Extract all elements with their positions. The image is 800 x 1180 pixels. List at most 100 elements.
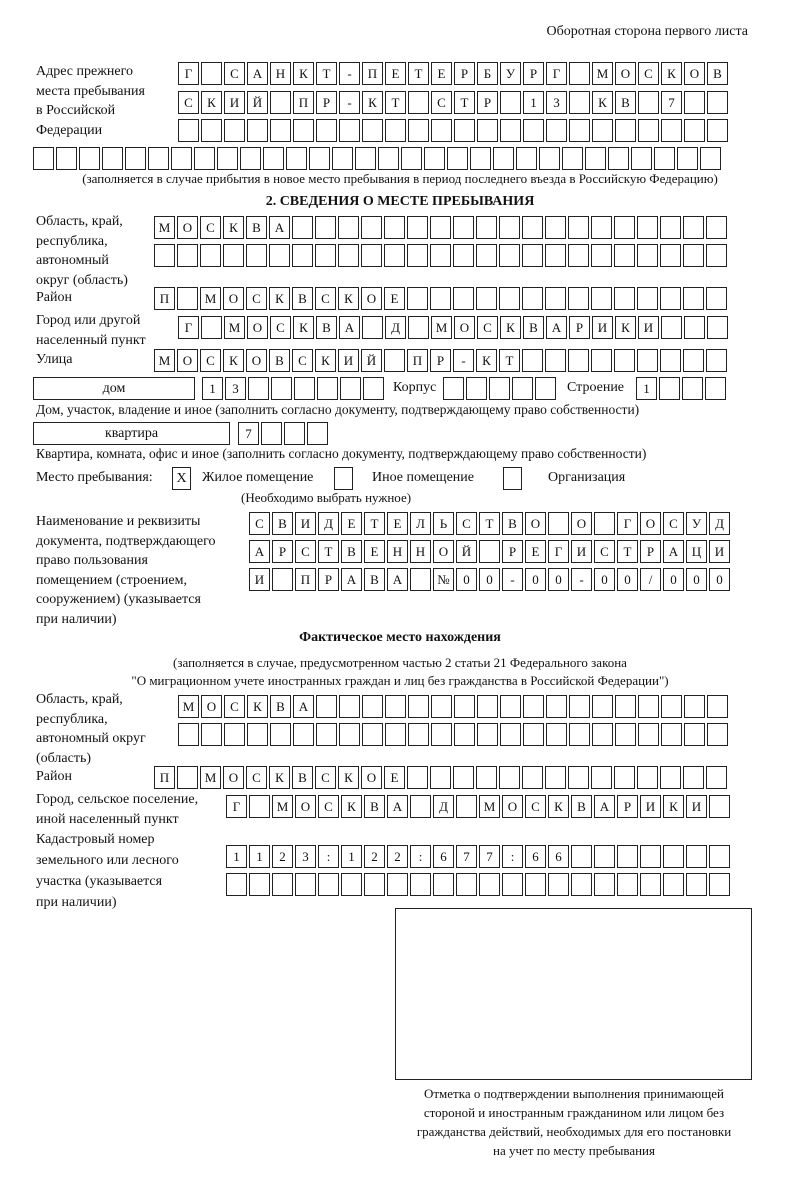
char-cell[interactable]: Р xyxy=(272,540,293,563)
char-cell[interactable] xyxy=(456,795,477,818)
char-cell[interactable] xyxy=(431,723,452,746)
char-cell[interactable] xyxy=(500,723,521,746)
char-cell[interactable]: С xyxy=(295,540,316,563)
char-cell[interactable]: К xyxy=(338,287,359,310)
char-cell[interactable]: Т xyxy=(316,62,337,85)
char-cell[interactable] xyxy=(315,216,336,239)
char-cell[interactable]: М xyxy=(272,795,293,818)
char-cell[interactable]: С xyxy=(200,216,221,239)
char-cell[interactable] xyxy=(571,873,592,896)
char-cell[interactable] xyxy=(408,723,429,746)
char-cell[interactable] xyxy=(361,244,382,267)
char-cell[interactable] xyxy=(362,119,383,142)
char-cell[interactable] xyxy=(284,422,305,445)
char-cell[interactable]: Д xyxy=(385,316,406,339)
char-cell[interactable]: К xyxy=(293,316,314,339)
char-cell[interactable]: Т xyxy=(385,91,406,114)
char-cell[interactable] xyxy=(431,119,452,142)
char-cell[interactable]: И xyxy=(638,316,659,339)
char-cell[interactable] xyxy=(683,287,704,310)
char-cell[interactable] xyxy=(591,766,612,789)
char-cell[interactable] xyxy=(709,795,730,818)
char-cell[interactable]: М xyxy=(200,287,221,310)
char-cell[interactable] xyxy=(545,216,566,239)
char-cell[interactable]: В xyxy=(341,540,362,563)
char-cell[interactable] xyxy=(548,512,569,535)
char-cell[interactable]: Н xyxy=(410,540,431,563)
char-cell[interactable] xyxy=(684,695,705,718)
char-cell[interactable]: О xyxy=(502,795,523,818)
char-cell[interactable]: К xyxy=(341,795,362,818)
char-cell[interactable] xyxy=(338,216,359,239)
char-cell[interactable]: И xyxy=(640,795,661,818)
char-cell[interactable]: А xyxy=(546,316,567,339)
char-cell[interactable]: Е xyxy=(364,540,385,563)
checkbox-other-premises[interactable] xyxy=(334,467,353,490)
char-cell[interactable]: 7 xyxy=(479,845,500,868)
char-cell[interactable] xyxy=(177,244,198,267)
char-cell[interactable]: В xyxy=(292,766,313,789)
char-cell[interactable]: А xyxy=(387,568,408,591)
char-cell[interactable] xyxy=(706,287,727,310)
char-cell[interactable]: 3 xyxy=(225,377,246,400)
char-cell[interactable] xyxy=(364,873,385,896)
char-cell[interactable]: С xyxy=(246,766,267,789)
char-cell[interactable] xyxy=(270,119,291,142)
char-cell[interactable]: Н xyxy=(270,62,291,85)
char-cell[interactable]: 2 xyxy=(364,845,385,868)
char-cell[interactable] xyxy=(479,540,500,563)
char-cell[interactable] xyxy=(700,147,721,170)
char-cell[interactable]: О xyxy=(454,316,475,339)
checkbox-residential[interactable]: X xyxy=(172,467,191,490)
char-cell[interactable] xyxy=(661,695,682,718)
char-cell[interactable] xyxy=(79,147,100,170)
char-cell[interactable] xyxy=(316,695,337,718)
char-cell[interactable] xyxy=(523,723,544,746)
char-cell[interactable]: 6 xyxy=(548,845,569,868)
char-cell[interactable]: О xyxy=(684,62,705,85)
char-cell[interactable]: М xyxy=(154,349,175,372)
char-cell[interactable] xyxy=(407,244,428,267)
char-cell[interactable] xyxy=(476,287,497,310)
char-cell[interactable]: В xyxy=(364,795,385,818)
char-cell[interactable] xyxy=(684,119,705,142)
char-cell[interactable] xyxy=(522,216,543,239)
char-cell[interactable] xyxy=(201,723,222,746)
char-cell[interactable]: П xyxy=(407,349,428,372)
char-cell[interactable] xyxy=(546,723,567,746)
char-cell[interactable] xyxy=(637,287,658,310)
char-cell[interactable] xyxy=(318,873,339,896)
char-cell[interactable] xyxy=(443,377,464,400)
char-cell[interactable] xyxy=(430,287,451,310)
char-cell[interactable]: А xyxy=(249,540,270,563)
char-cell[interactable]: 0 xyxy=(686,568,707,591)
char-cell[interactable] xyxy=(500,91,521,114)
char-cell[interactable] xyxy=(683,216,704,239)
building-row[interactable]: 1 xyxy=(636,377,728,400)
char-cell[interactable] xyxy=(154,244,175,267)
char-cell[interactable] xyxy=(338,244,359,267)
char-cell[interactable] xyxy=(385,695,406,718)
char-cell[interactable] xyxy=(332,147,353,170)
char-cell[interactable] xyxy=(407,766,428,789)
char-cell[interactable] xyxy=(638,119,659,142)
char-cell[interactable]: О xyxy=(571,512,592,535)
char-cell[interactable] xyxy=(384,216,405,239)
char-cell[interactable]: О xyxy=(246,349,267,372)
char-cell[interactable] xyxy=(178,119,199,142)
char-cell[interactable] xyxy=(339,723,360,746)
char-cell[interactable]: Д xyxy=(433,795,454,818)
char-cell[interactable] xyxy=(709,873,730,896)
char-cell[interactable]: О xyxy=(247,316,268,339)
char-cell[interactable] xyxy=(591,244,612,267)
char-cell[interactable]: Б xyxy=(477,62,498,85)
char-cell[interactable] xyxy=(592,723,613,746)
char-cell[interactable]: И xyxy=(224,91,245,114)
char-cell[interactable] xyxy=(499,216,520,239)
char-cell[interactable]: Е xyxy=(384,287,405,310)
char-cell[interactable] xyxy=(33,147,54,170)
char-cell[interactable] xyxy=(410,795,431,818)
char-cell[interactable] xyxy=(638,695,659,718)
